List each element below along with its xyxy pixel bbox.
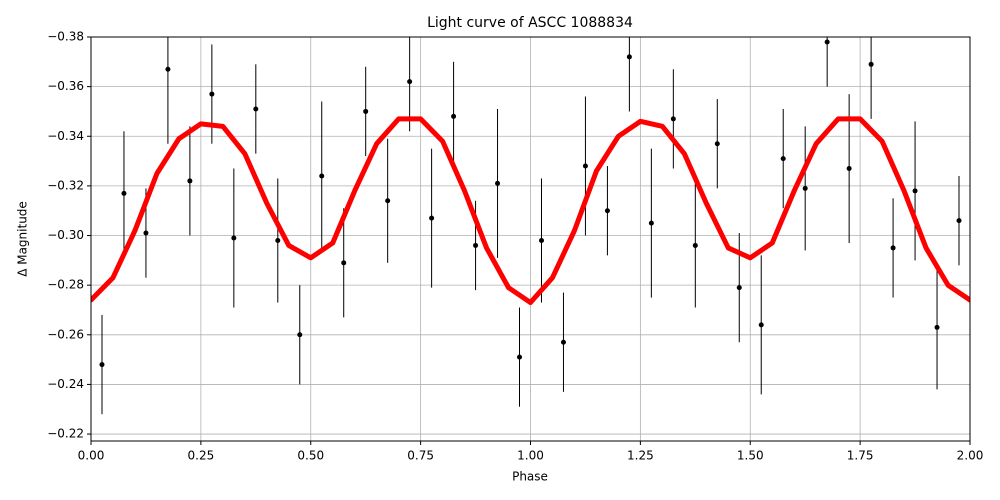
y-tick-label: −0.22 — [47, 427, 84, 441]
data-point — [253, 106, 259, 112]
data-point — [341, 260, 347, 266]
data-point — [890, 245, 896, 251]
x-tick-label: 1.25 — [627, 449, 654, 463]
data-point — [824, 39, 830, 45]
chart-title: Light curve of ASCC 1088834 — [427, 15, 633, 31]
x-tick-label: 2.00 — [957, 449, 984, 463]
y-axis-label: Δ Magnitude — [16, 201, 30, 277]
data-point — [517, 354, 523, 360]
data-point — [429, 215, 435, 221]
data-point — [407, 79, 413, 85]
y-tick-label: −0.38 — [47, 30, 84, 44]
x-tick-label: 0.75 — [407, 449, 434, 463]
x-tick-label: 0.50 — [297, 449, 324, 463]
y-tick-label: −0.36 — [47, 79, 84, 93]
data-point — [956, 218, 962, 224]
data-point — [868, 61, 874, 67]
data-point — [912, 188, 918, 194]
y-tick-label: −0.26 — [47, 327, 84, 341]
grid — [90, 36, 971, 441]
y-tick-label: −0.28 — [47, 278, 84, 292]
model-curve — [91, 116, 970, 306]
data-point — [275, 237, 281, 243]
y-tick-label: −0.24 — [47, 377, 84, 391]
data-point — [143, 230, 149, 236]
data-point — [385, 198, 391, 204]
data-point — [846, 166, 852, 172]
data-point — [363, 108, 369, 114]
data-point — [714, 141, 720, 147]
x-tick-label: 1.00 — [517, 449, 544, 463]
data-point — [780, 156, 786, 162]
data-point — [165, 66, 171, 72]
data-point — [538, 237, 544, 243]
y-tick-label: −0.34 — [47, 129, 84, 143]
data-point — [231, 235, 237, 241]
data-point — [560, 339, 566, 345]
data-point — [319, 173, 325, 179]
data-point — [604, 208, 610, 214]
data-point — [297, 332, 303, 338]
data-point — [209, 91, 215, 97]
data-point — [451, 113, 457, 119]
data-point — [99, 362, 105, 368]
data-point — [626, 54, 632, 60]
x-axis-label: Phase — [512, 470, 548, 484]
data-point — [802, 185, 808, 191]
data-point — [121, 190, 127, 196]
data-point — [648, 220, 654, 226]
data-point — [758, 322, 764, 328]
data-point — [692, 242, 698, 248]
data-point — [473, 242, 479, 248]
plot-area — [91, 37, 970, 415]
data-point — [187, 178, 193, 184]
x-tick-label: 1.50 — [737, 449, 764, 463]
y-tick-label: −0.30 — [47, 228, 84, 242]
data-point — [582, 163, 588, 169]
x-tick-label: 0.25 — [188, 449, 215, 463]
ticks: 0.00 0.25 0.50 0.75 1.00 1.25 1.50 1.75 2.00 −0.2… — [47, 30, 983, 463]
y-tick-label: −0.32 — [47, 178, 84, 192]
data-point — [736, 285, 742, 291]
x-tick-label: 0.00 — [78, 449, 105, 463]
x-tick-label: 1.75 — [847, 449, 874, 463]
data-point — [495, 180, 501, 186]
data-point — [670, 116, 676, 122]
data-point — [934, 324, 940, 330]
